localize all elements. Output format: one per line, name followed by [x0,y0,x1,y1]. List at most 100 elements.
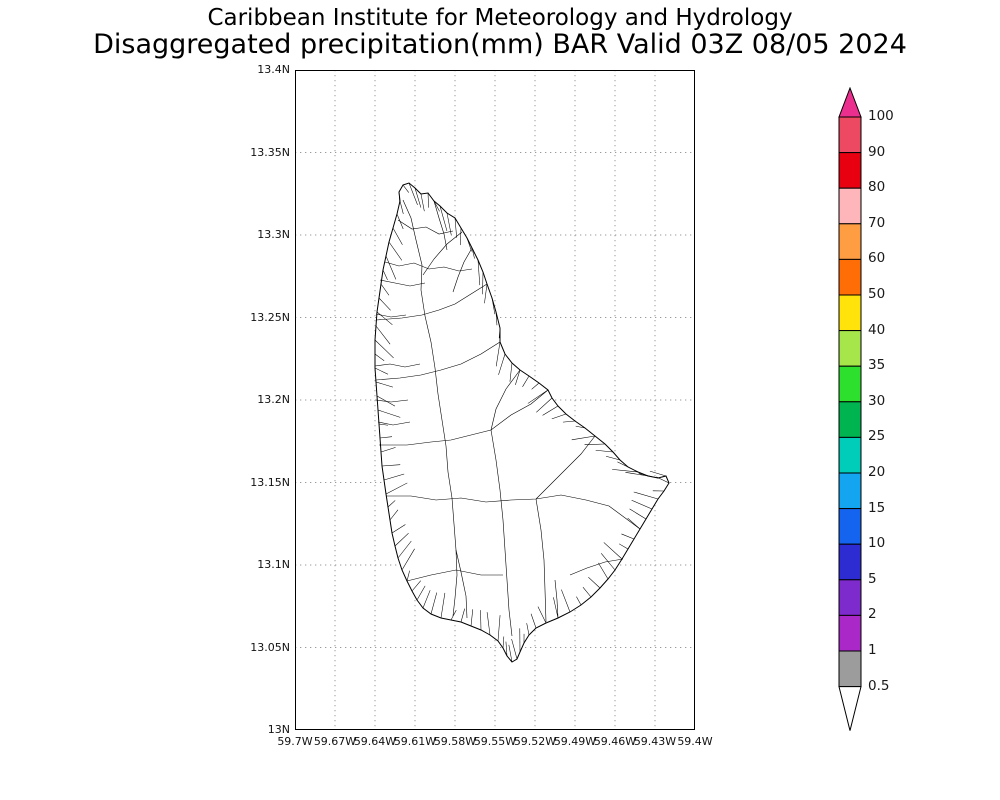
gully-line [460,608,465,623]
colorbar-label: 90 [868,143,886,160]
colorbar-label: 80 [868,179,886,196]
gully-line [422,590,431,609]
colorbar [838,87,862,731]
gully-line [656,476,670,484]
gully-line [508,644,513,663]
y-tick-label: 13.2N [257,393,290,406]
y-tick-label: 13.05N [250,640,290,654]
gully-line [378,297,391,311]
colorbar-segment [838,116,862,154]
gully-line [454,217,457,238]
gully-line [401,548,415,571]
gully-line [537,606,547,624]
gully-line [377,409,401,418]
gully-line [612,469,639,473]
y-tick-label: 13.15N [250,475,290,489]
gully-line [374,339,394,359]
x-tick-label: 59.67W [313,735,357,748]
gully-line [497,615,501,642]
colorbar-segment [838,614,862,652]
gully-line [649,470,667,477]
gully-line [383,473,405,481]
colorbar-segment [838,330,862,367]
gully-line [387,500,396,508]
gully-line [527,389,549,404]
colorbar-label: 40 [868,321,886,338]
gully-line [600,553,616,571]
gully-line [553,597,559,619]
colorbar-label: 30 [868,392,886,409]
gully-line [375,325,391,345]
y-tick-label: 13N [267,723,290,736]
gully-line [378,423,388,426]
colorbar-segment [838,294,862,332]
gully-line [536,397,553,413]
gully-line [551,413,567,420]
coastal-gullies [374,182,670,663]
colorbar-segment [838,508,862,545]
gully-line [408,182,418,205]
gully-line [505,641,508,657]
gully-line [398,191,401,203]
gully-line [562,420,576,423]
gully-line [379,436,393,439]
x-tick-label: 59.7W [277,735,313,748]
gully-line [433,200,440,212]
gully-line [531,382,540,390]
gully-line [460,227,462,246]
colorbar-label: 0.5 [868,677,890,694]
gully-line [392,227,403,245]
gully-line [526,623,530,636]
gully-line [631,499,653,510]
colorbar-label: 1 [868,642,877,658]
colorbar-label: 60 [868,250,886,267]
gully-line [595,449,614,453]
y-tick-label: 13.25N [250,310,290,324]
gully-line [486,612,491,636]
gully-line [542,405,559,416]
y-tick-label: 13.3N [257,228,290,241]
gully-line [382,269,388,281]
gully-line [491,297,496,315]
gully-line [374,367,389,375]
gully-line [484,283,488,304]
gully-line [374,353,385,361]
colorbar-segment [838,258,862,296]
gully-line [450,609,457,621]
colorbar-arrow-bottom [838,686,862,731]
colorbar-segment [838,401,862,438]
gully-line [416,585,426,601]
gully-line [498,327,501,339]
gully-line [605,456,621,461]
gully-line [394,532,409,547]
colorbar-segment [838,187,862,225]
x-tick-label: 59.46W [593,735,637,748]
y-tick-label: 13.4N [257,63,290,76]
colorbar-segment [838,543,862,581]
gully-line [571,435,596,441]
gully-line [414,187,422,208]
gully-line [446,212,452,236]
gully-line [380,447,396,453]
gully-line [617,461,629,468]
gully-line [471,247,475,259]
colorbar-label: 50 [868,286,886,302]
colorbar-segment [838,436,862,474]
colorbar-label: 100 [868,108,894,124]
barbados-outline [374,182,670,663]
gully-line [576,596,582,606]
gully-line [638,473,659,479]
gully-line [509,362,513,382]
gully-line [629,508,647,520]
colorbar-segment [838,472,862,510]
colorbar-segment [838,579,862,616]
gully-line [470,609,474,627]
plot-frame [295,70,695,730]
x-tick-label: 59.49W [553,735,597,748]
gully-line [420,193,425,212]
x-tick-label: 59.58W [433,735,477,748]
gully-line [515,369,521,386]
gully-line [385,255,397,280]
gully-line [603,542,623,560]
gully-line [522,375,530,387]
